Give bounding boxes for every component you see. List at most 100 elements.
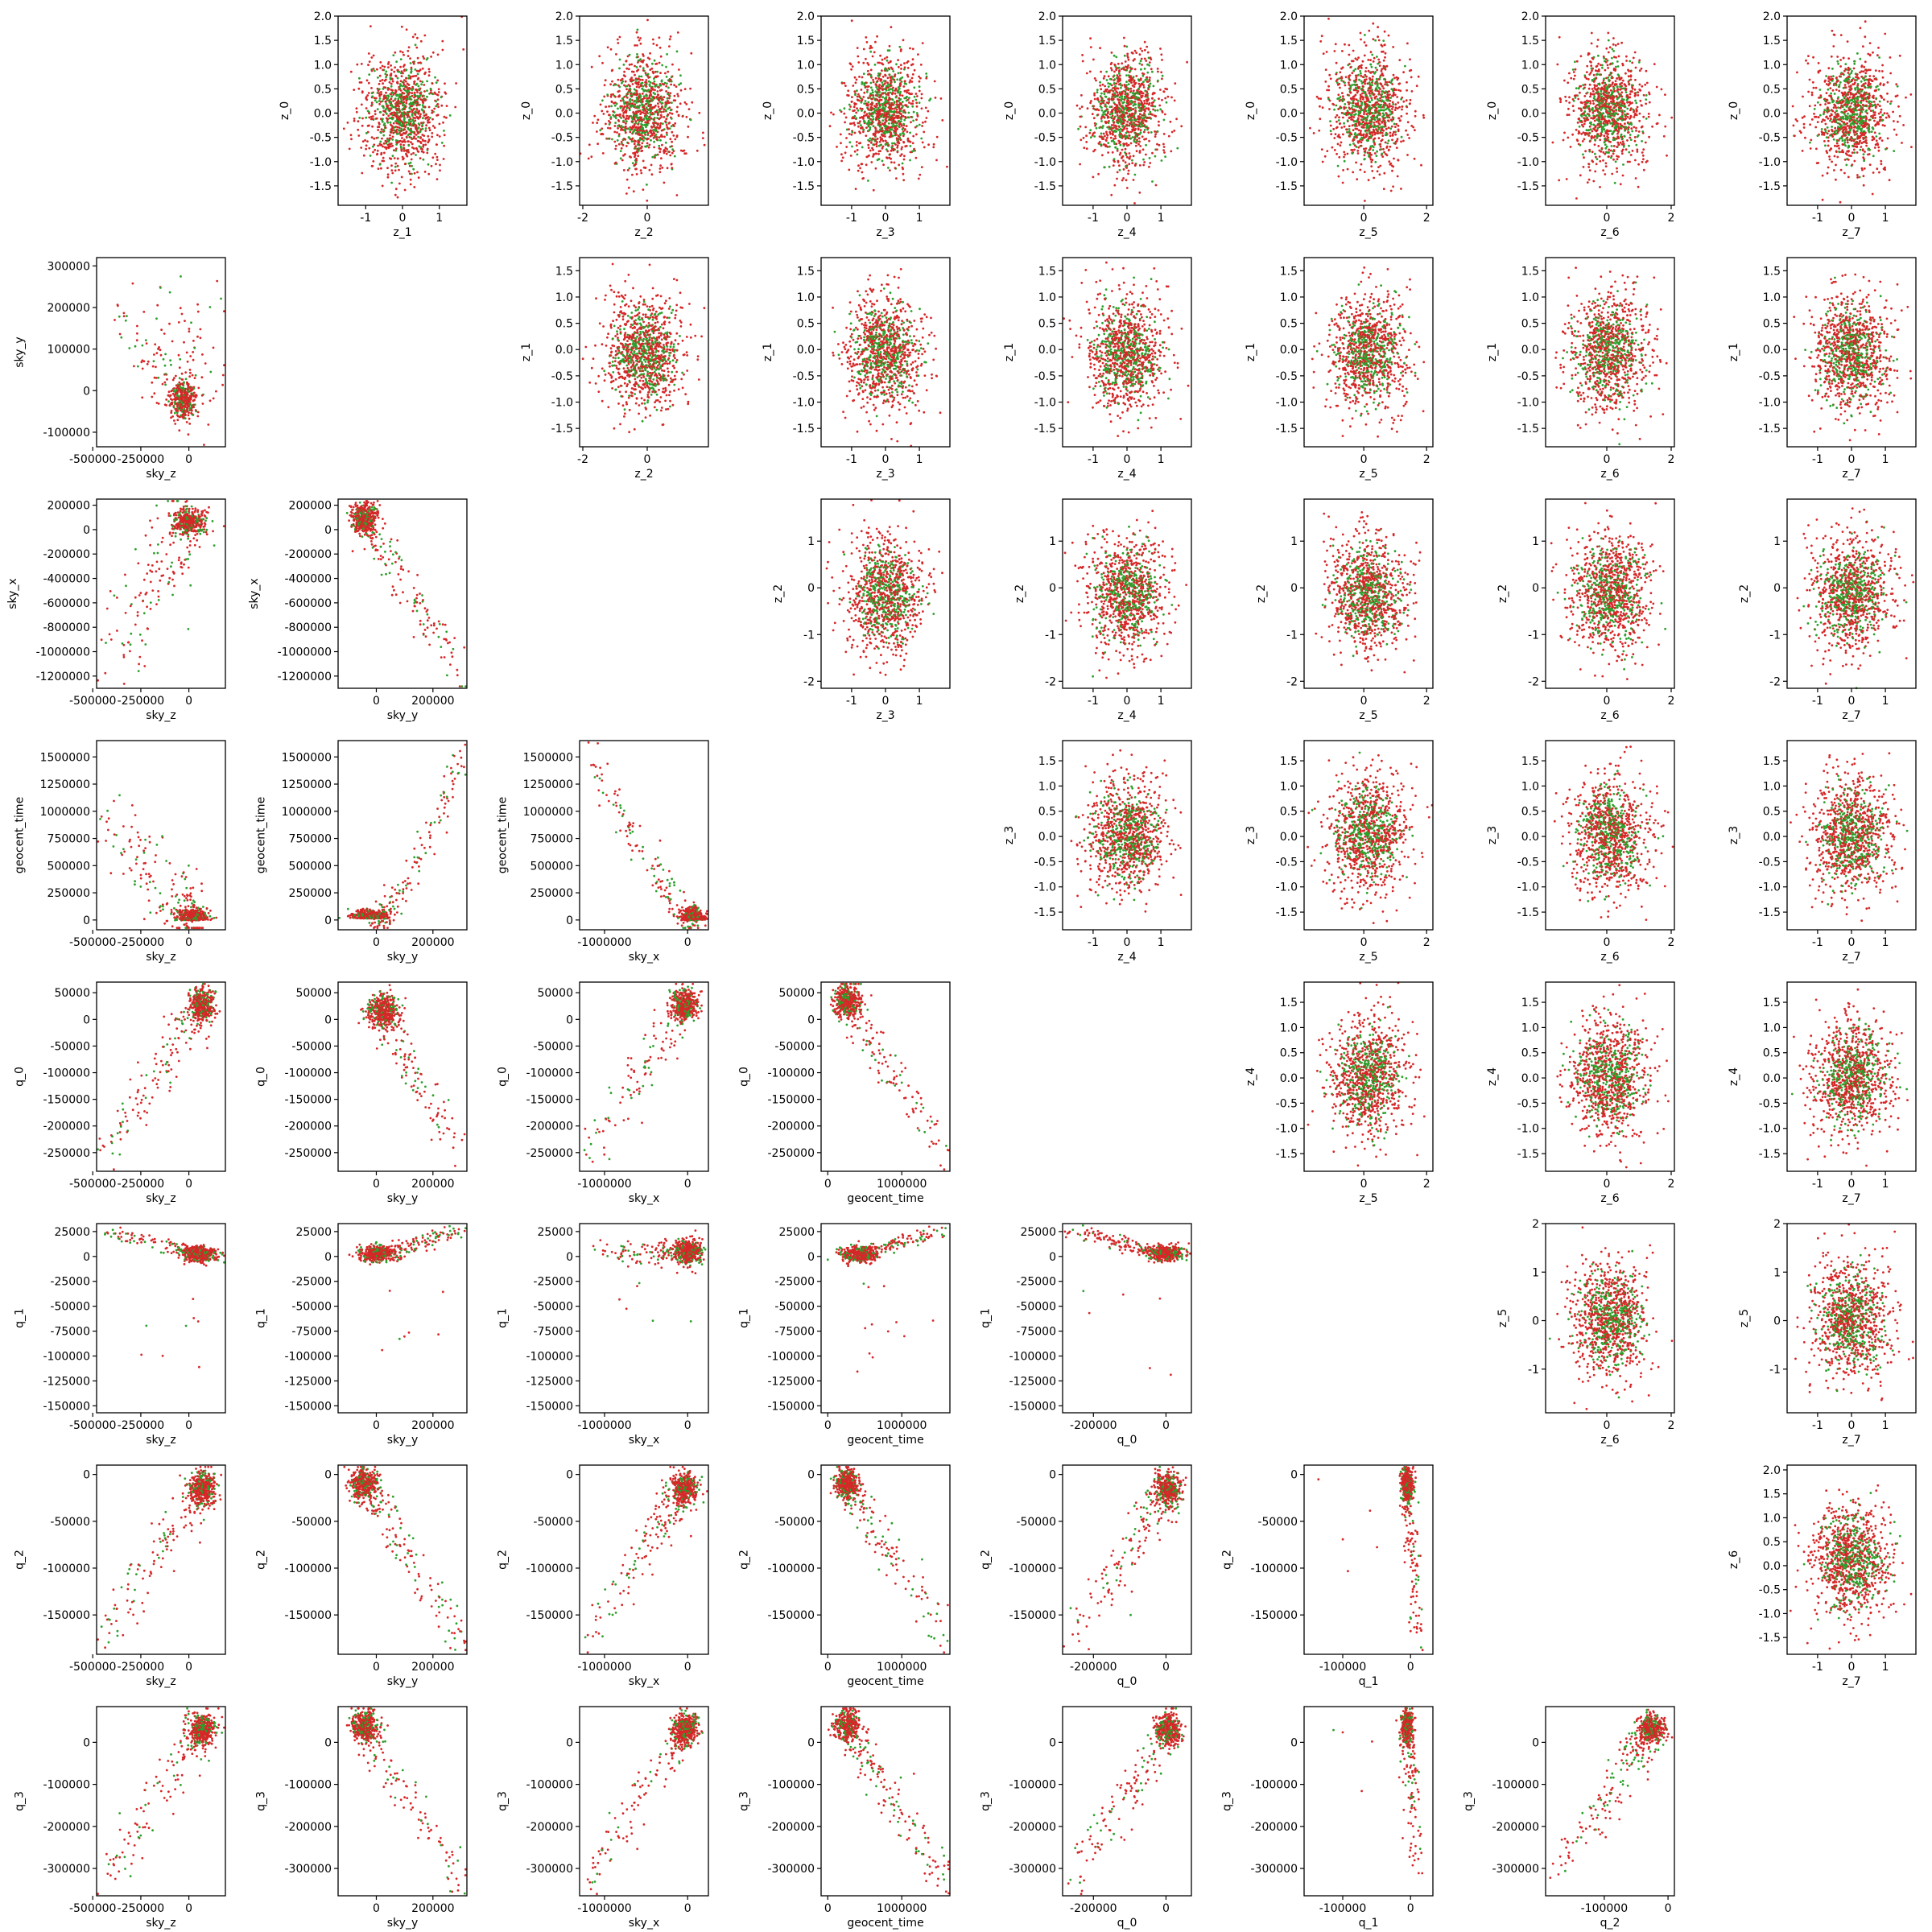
point <box>634 168 637 171</box>
point <box>436 81 438 84</box>
point <box>390 104 393 106</box>
point <box>413 97 415 99</box>
point <box>398 87 401 89</box>
point <box>407 50 409 52</box>
point <box>357 120 360 122</box>
point <box>419 104 421 106</box>
point <box>656 71 658 73</box>
points <box>580 19 706 202</box>
point <box>427 118 430 121</box>
point <box>398 129 400 131</box>
point <box>382 114 385 116</box>
point <box>428 71 431 73</box>
point <box>422 56 424 58</box>
point <box>636 70 638 72</box>
point <box>438 88 440 90</box>
point <box>407 144 410 147</box>
point <box>617 114 619 117</box>
point <box>671 163 673 165</box>
point <box>641 150 643 152</box>
point <box>642 55 645 57</box>
point <box>636 105 638 108</box>
point <box>371 92 374 94</box>
point <box>403 150 406 152</box>
point <box>431 118 434 121</box>
point <box>363 155 365 157</box>
point <box>634 79 637 81</box>
point <box>642 160 645 163</box>
point <box>390 74 392 76</box>
point <box>646 19 649 22</box>
point <box>437 54 440 56</box>
point <box>669 155 671 157</box>
point <box>666 118 668 120</box>
point <box>419 80 422 83</box>
point <box>625 60 628 62</box>
point <box>391 138 394 141</box>
point <box>443 130 445 132</box>
point <box>416 99 419 101</box>
point <box>419 115 422 118</box>
point <box>353 89 355 91</box>
point <box>410 121 412 123</box>
point <box>609 83 612 85</box>
y-tick-label: -1.5 <box>551 180 573 193</box>
point <box>390 129 393 131</box>
point <box>636 98 638 101</box>
point <box>657 90 659 93</box>
point <box>410 130 412 132</box>
point <box>356 64 358 66</box>
point <box>390 98 393 101</box>
point <box>401 75 403 77</box>
point <box>852 122 855 124</box>
point <box>418 89 420 91</box>
point <box>653 132 655 134</box>
point <box>436 80 439 82</box>
point <box>614 122 617 124</box>
point <box>407 114 410 117</box>
point <box>428 138 431 141</box>
point <box>597 142 599 145</box>
point <box>436 156 439 159</box>
point <box>642 109 644 111</box>
point <box>684 88 687 90</box>
point <box>661 105 663 108</box>
point <box>419 113 422 115</box>
point <box>909 132 911 134</box>
point <box>421 124 423 126</box>
point <box>378 103 381 105</box>
point <box>702 132 704 134</box>
point <box>623 101 625 104</box>
point <box>387 63 390 65</box>
point <box>660 122 663 125</box>
point <box>382 65 384 68</box>
point <box>400 116 402 118</box>
point <box>628 68 630 70</box>
point <box>676 110 679 113</box>
point <box>400 130 402 132</box>
point <box>643 167 646 169</box>
point <box>666 53 668 56</box>
point <box>633 130 635 133</box>
point <box>422 101 424 103</box>
point <box>631 140 634 142</box>
point <box>671 76 673 78</box>
point <box>863 48 865 51</box>
point <box>658 97 661 99</box>
point <box>400 58 402 60</box>
point <box>401 176 403 179</box>
point <box>642 61 644 64</box>
point <box>393 71 395 73</box>
point <box>417 57 419 60</box>
point <box>374 110 377 113</box>
point <box>402 113 404 115</box>
point <box>409 57 411 60</box>
point <box>386 138 389 141</box>
point <box>636 31 638 34</box>
point <box>909 159 911 162</box>
point <box>389 81 391 84</box>
point <box>403 128 406 130</box>
point <box>870 97 873 100</box>
point <box>417 140 419 142</box>
point <box>621 141 623 143</box>
